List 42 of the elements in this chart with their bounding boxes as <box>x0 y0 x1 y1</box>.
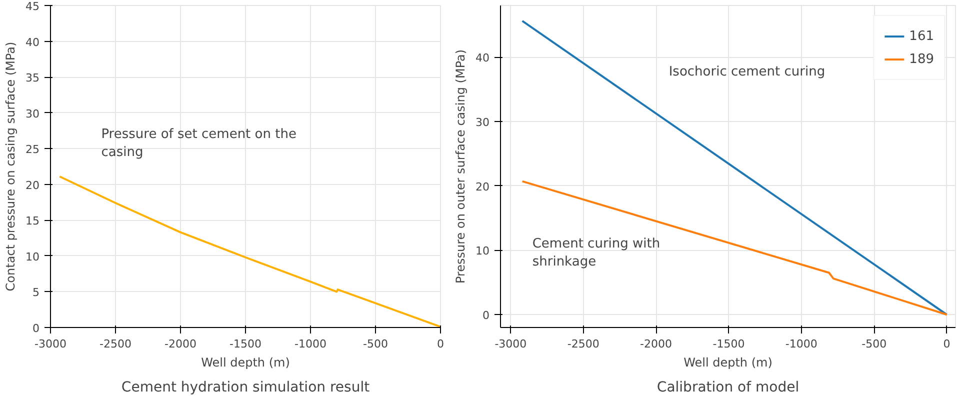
x-tick-label: 0 <box>943 338 950 350</box>
line-series <box>521 180 948 316</box>
y-axis-title: Contact pressure on casing surface (MPa) <box>4 42 18 292</box>
x-axis-title: Well depth (m) <box>201 356 290 370</box>
annotation: Cement curing with shrinkage <box>532 236 660 270</box>
y-tick-label: 15 <box>26 214 40 228</box>
y-tick-label: 45 <box>26 0 40 13</box>
text: Calibration of model <box>656 380 800 396</box>
x-tick-label: 0 <box>437 338 444 350</box>
y-axis-title: Pressure on outer surface casing (MPa) <box>454 49 468 284</box>
y-tick-label: 5 <box>32 286 40 300</box>
y-tick-label: 40 <box>476 52 490 65</box>
y-tick-label: 20 <box>26 178 40 192</box>
x-tick-label: -2000 <box>164 338 196 350</box>
x-tick-label: -2000 <box>640 338 672 350</box>
y-tick-label: 10 <box>476 244 490 258</box>
line-series <box>58 176 440 328</box>
legend-label: 189 <box>909 52 934 66</box>
x-tick-label: -3000 <box>494 338 527 350</box>
x-tick-label: -2500 <box>100 338 132 350</box>
y-tick-label: 40 <box>26 36 40 49</box>
x-axis-title: Well depth (m) <box>684 356 772 370</box>
x-tick-label: -1500 <box>230 338 262 350</box>
x-tick-label: -2500 <box>567 338 600 350</box>
y-tick-label: 25 <box>26 143 40 156</box>
x-tick-label: -500 <box>862 338 887 350</box>
y-tick-label: 0 <box>32 322 40 335</box>
y-tick-label: 20 <box>476 180 490 194</box>
x-tick-label: -500 <box>363 338 388 350</box>
y-tick-label: 30 <box>476 116 490 129</box>
annotation: Pressure of set cement on the casing <box>101 127 296 160</box>
y-tick-label: 30 <box>26 107 40 120</box>
annotation: Isochoric cement curing <box>668 64 826 80</box>
y-tick-label: 10 <box>26 250 40 264</box>
x-tick-label: -3000 <box>34 338 66 350</box>
x-tick-label: -1000 <box>785 338 818 350</box>
y-tick-label: 0 <box>482 309 490 322</box>
x-tick-label: -1500 <box>712 338 745 350</box>
x-tick-label: -1000 <box>294 338 326 350</box>
legend-label: 161 <box>909 28 934 44</box>
text: Cement hydration simulation result <box>121 380 370 396</box>
y-tick-label: 35 <box>26 72 40 85</box>
